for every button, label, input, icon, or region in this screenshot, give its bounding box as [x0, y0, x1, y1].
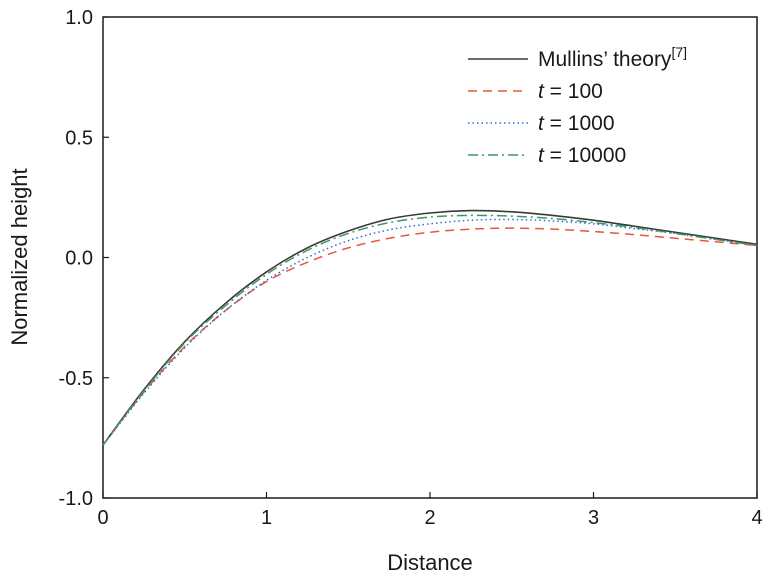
y-tick-label: -0.5: [59, 368, 93, 390]
legend: Mullins’ theory[7] t = 100 t = 1000 t = 100…: [468, 44, 687, 167]
x-tick-label: 3: [588, 507, 599, 529]
series-line-2: [102, 227, 758, 446]
legend-label-1: Mullins’ theory[7]: [538, 44, 687, 71]
plot-frame: [102, 16, 758, 499]
legend-label-3: t = 1000: [538, 112, 615, 135]
y-axis-label: Normalized height: [7, 168, 32, 345]
y-tick-label: -1.0: [59, 488, 93, 510]
y-tick-label: 0.5: [65, 127, 93, 149]
axes: 0 1 2 3 4 -1.0 -0.5 0.0 0.5 1.0: [59, 7, 763, 529]
x-axis-label: Distance: [387, 550, 473, 575]
series-line-3: [102, 218, 758, 446]
legend-label-2: t = 100: [538, 80, 603, 103]
y-tick-label: 1.0: [65, 7, 93, 29]
series-line-1: [102, 209, 758, 446]
x-tick-label: 4: [751, 507, 762, 529]
legend-label-4: t = 10000: [538, 144, 626, 167]
x-tick-label: 2: [424, 507, 435, 529]
x-tick-label: 0: [97, 507, 108, 529]
series-line-4: [102, 214, 758, 446]
x-tick-label: 1: [261, 507, 272, 529]
series-group: [102, 209, 758, 446]
y-tick-label: 0.0: [65, 248, 93, 270]
